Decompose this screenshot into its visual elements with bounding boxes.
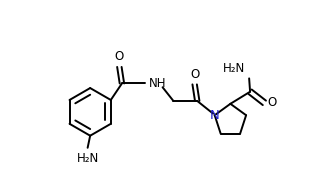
Text: O: O	[190, 68, 199, 81]
Text: H₂N: H₂N	[77, 152, 99, 165]
Text: NH: NH	[149, 77, 166, 90]
Text: N: N	[210, 109, 219, 122]
Text: H₂N: H₂N	[223, 62, 245, 75]
Text: O: O	[267, 96, 277, 109]
Text: O: O	[115, 50, 124, 63]
